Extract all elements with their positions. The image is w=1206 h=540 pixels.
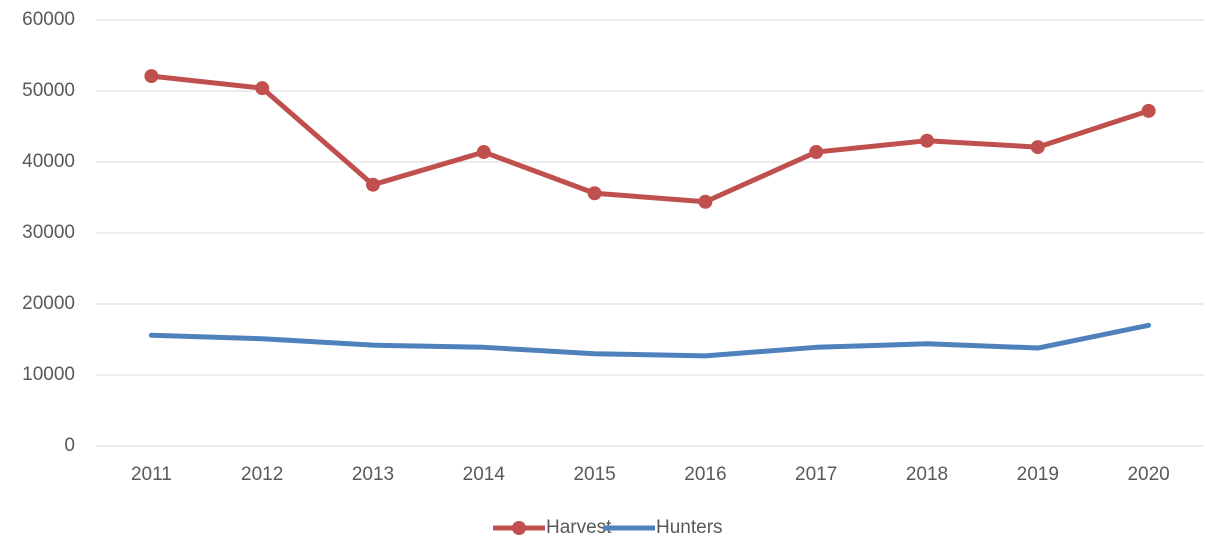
y-tick-label: 50000: [22, 80, 75, 101]
legend-label: Hunters: [656, 517, 723, 538]
x-tick-label: 2018: [906, 464, 948, 485]
y-tick-label: 10000: [22, 364, 75, 385]
legend-marker: [512, 521, 526, 535]
point: [809, 145, 824, 160]
legend-label: Harvest: [546, 517, 612, 538]
point: [920, 133, 934, 148]
point: [144, 69, 159, 84]
x-tick-label: 2017: [795, 464, 837, 485]
series-line: [148, 73, 1152, 205]
x-tick-label: 2016: [684, 464, 726, 485]
point: [587, 186, 602, 201]
x-tick-label: 2019: [1017, 464, 1059, 485]
y-tick-label: 40000: [22, 151, 75, 172]
y-tick-label: 0: [64, 435, 75, 456]
x-tick-label: 2015: [573, 464, 615, 485]
point: [255, 81, 270, 96]
x-tick-label: 2012: [241, 464, 283, 485]
y-tick-label: 30000: [22, 222, 75, 243]
x-tick-label: 2013: [352, 464, 394, 485]
point: [698, 194, 713, 209]
point: [476, 145, 491, 160]
x-tick-label: 2011: [131, 464, 172, 485]
x-tick-label: 2020: [1127, 464, 1169, 485]
y-tick-label: 60000: [22, 9, 75, 30]
point: [366, 177, 380, 192]
series-line: [148, 322, 1152, 359]
y-tick-label: 20000: [22, 293, 75, 314]
point: [1141, 103, 1156, 118]
x-tick-label: 2014: [463, 464, 506, 485]
point: [1030, 140, 1045, 155]
